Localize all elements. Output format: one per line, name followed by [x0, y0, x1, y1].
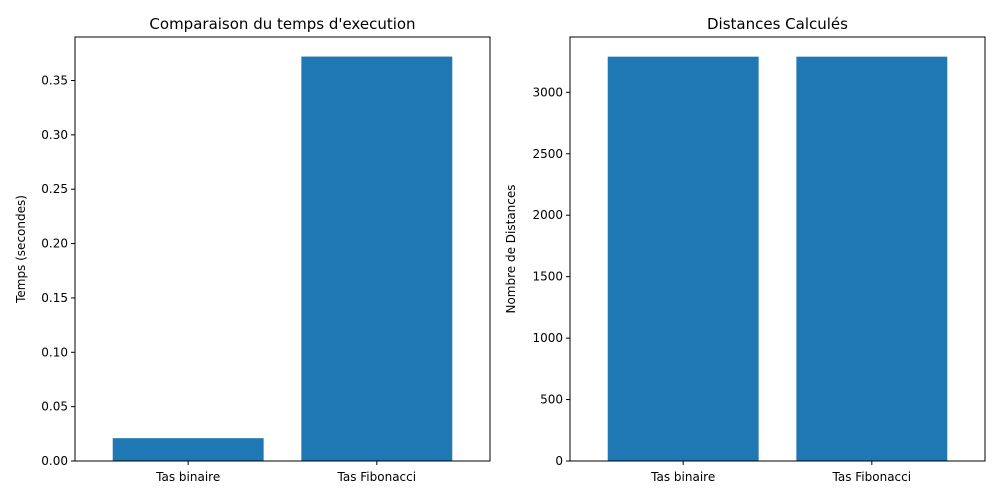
y-tick-label: 0.25 — [41, 182, 68, 196]
y-axis-ticks: 0.00 0.05 0.10 0.15 0.20 0.25 0.30 0.35 — [41, 73, 75, 468]
execution-time-chart: Comparaison du temps d'execution 0.000.0… — [14, 15, 491, 484]
y-tick-label: 0.30 — [41, 128, 68, 142]
bar-tas-fibonacci — [796, 56, 948, 462]
x-axis-ticks: Tas binaire Tas Fibonacci — [650, 461, 911, 484]
y-tick-label: 0.00 — [41, 454, 68, 468]
y-tick-label: 0.10 — [41, 345, 68, 359]
y-tick-label: 1000 — [532, 331, 563, 345]
x-axis-ticks: Tas binaire Tas Fibonacci — [155, 461, 416, 484]
y-tick-label: 500 — [540, 393, 563, 407]
y-tick-label: 1500 — [532, 270, 563, 284]
y-tick-label: 0.15 — [41, 291, 68, 305]
bar-tas-binaire — [112, 438, 264, 461]
plot-frame — [74, 36, 491, 462]
y-tick-label: 0.05 — [41, 400, 68, 414]
bar-tas-fibonacci — [301, 56, 453, 462]
y-tick-label: 0 — [555, 454, 563, 468]
chart-title: Distances Calculés — [707, 15, 848, 33]
computed-distances-chart: Distances Calculés 0 500 1000 1500 2000 2500 3… — [504, 15, 986, 484]
y-tick-label: 3000 — [532, 85, 563, 99]
bars-group — [112, 56, 453, 462]
plot-frame — [569, 36, 986, 462]
y-tick-label: 2500 — [532, 147, 563, 161]
y-tick-label: 0.20 — [41, 237, 68, 251]
y-axis-label: Nombre de Distances — [504, 184, 518, 313]
y-axis-ticks: 0 500 1000 1500 2000 2500 3000 — [532, 85, 570, 468]
y-tick-label: 2000 — [532, 208, 563, 222]
x-tick-label: Tas binaire — [650, 470, 715, 484]
x-tick-label: Tas Fibonacci — [337, 470, 417, 484]
y-tick-label: 0.35 — [41, 73, 68, 87]
x-tick-label: Tas binaire — [155, 470, 220, 484]
bar-tas-binaire — [607, 56, 759, 462]
y-axis-label: Temps (secondes) — [14, 195, 28, 304]
x-tick-label: Tas Fibonacci — [832, 470, 912, 484]
bars-group — [607, 56, 948, 462]
chart-title: Comparaison du temps d'execution — [149, 15, 415, 33]
